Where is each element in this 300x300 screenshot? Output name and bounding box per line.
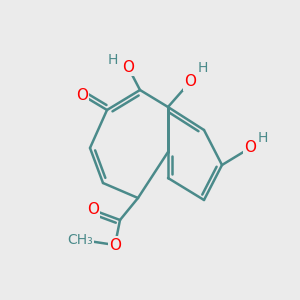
Text: O: O	[122, 59, 134, 74]
Text: H: H	[198, 61, 208, 75]
Text: O: O	[184, 74, 196, 89]
Text: H: H	[258, 131, 268, 145]
Text: O: O	[244, 140, 256, 155]
Text: O: O	[109, 238, 121, 253]
Text: H: H	[108, 53, 118, 67]
Text: CH₃: CH₃	[67, 233, 93, 247]
Text: O: O	[76, 88, 88, 103]
Text: O: O	[87, 202, 99, 217]
